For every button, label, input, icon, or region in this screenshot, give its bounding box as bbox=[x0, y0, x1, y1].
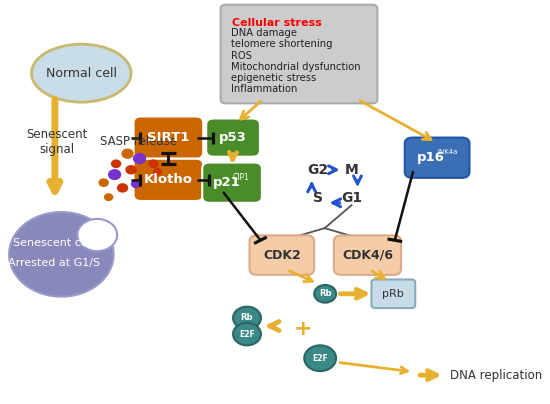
Text: CDK4/6: CDK4/6 bbox=[342, 248, 393, 262]
Text: ROS: ROS bbox=[230, 50, 251, 61]
Text: SASP release: SASP release bbox=[100, 135, 177, 148]
Text: telomere shortening: telomere shortening bbox=[230, 39, 332, 49]
Circle shape bbox=[118, 184, 128, 192]
FancyBboxPatch shape bbox=[250, 236, 314, 275]
FancyBboxPatch shape bbox=[405, 138, 470, 178]
Text: Senescent
signal: Senescent signal bbox=[27, 128, 88, 156]
Circle shape bbox=[233, 307, 261, 329]
Text: Rb: Rb bbox=[319, 289, 332, 298]
FancyBboxPatch shape bbox=[221, 5, 377, 103]
FancyBboxPatch shape bbox=[206, 118, 260, 157]
FancyBboxPatch shape bbox=[371, 280, 415, 308]
Text: Rb: Rb bbox=[241, 314, 253, 322]
Text: SIRT1: SIRT1 bbox=[147, 131, 190, 144]
Text: M: M bbox=[345, 163, 359, 177]
Circle shape bbox=[304, 345, 336, 371]
Circle shape bbox=[104, 194, 113, 200]
Circle shape bbox=[112, 160, 120, 167]
Circle shape bbox=[99, 179, 108, 186]
Circle shape bbox=[126, 166, 136, 174]
Text: Mitochondrial dysfunction: Mitochondrial dysfunction bbox=[230, 62, 360, 72]
Circle shape bbox=[233, 323, 261, 345]
Text: Inflammation: Inflammation bbox=[230, 84, 297, 95]
Text: DNA damage: DNA damage bbox=[230, 28, 296, 38]
Text: DNA replication: DNA replication bbox=[449, 368, 542, 382]
Circle shape bbox=[153, 168, 161, 175]
Text: E2F: E2F bbox=[239, 330, 255, 339]
Text: Cellular stress: Cellular stress bbox=[232, 18, 321, 27]
Circle shape bbox=[109, 170, 120, 179]
Circle shape bbox=[141, 173, 151, 181]
Text: pRb: pRb bbox=[382, 289, 404, 299]
Text: E2F: E2F bbox=[312, 354, 328, 363]
FancyBboxPatch shape bbox=[134, 159, 203, 201]
Text: p53: p53 bbox=[219, 131, 247, 144]
Text: Normal cell: Normal cell bbox=[46, 67, 117, 80]
FancyBboxPatch shape bbox=[134, 116, 203, 159]
Text: G2: G2 bbox=[307, 163, 328, 177]
Circle shape bbox=[78, 219, 117, 251]
Circle shape bbox=[149, 160, 158, 167]
Text: CIP1: CIP1 bbox=[233, 173, 250, 182]
Text: CDK2: CDK2 bbox=[263, 248, 301, 262]
Text: INK4a: INK4a bbox=[438, 149, 458, 155]
Ellipse shape bbox=[31, 44, 131, 102]
Circle shape bbox=[131, 180, 140, 187]
Circle shape bbox=[145, 143, 155, 150]
Text: G1: G1 bbox=[341, 191, 362, 205]
Circle shape bbox=[134, 154, 145, 163]
Circle shape bbox=[9, 212, 114, 297]
Text: Arrested at G1/S: Arrested at G1/S bbox=[8, 258, 100, 268]
Text: p16: p16 bbox=[417, 151, 445, 164]
FancyBboxPatch shape bbox=[202, 162, 262, 203]
Circle shape bbox=[314, 285, 336, 303]
FancyBboxPatch shape bbox=[334, 236, 401, 275]
Circle shape bbox=[122, 149, 133, 158]
Text: S: S bbox=[312, 191, 323, 205]
Text: Klotho: Klotho bbox=[144, 173, 193, 186]
Text: epigenetic stress: epigenetic stress bbox=[230, 73, 316, 83]
Text: Senescent cell: Senescent cell bbox=[13, 238, 95, 248]
Text: p21: p21 bbox=[213, 176, 241, 189]
Text: +: + bbox=[294, 319, 312, 339]
